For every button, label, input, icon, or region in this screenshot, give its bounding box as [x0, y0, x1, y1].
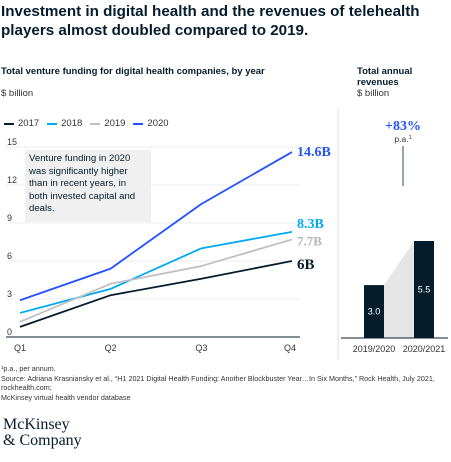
growth-note-superscript: 1: [409, 135, 412, 141]
x-tick-label: Q4: [284, 343, 296, 353]
legend-label-2018: 2018: [61, 118, 82, 129]
bar-chart-unit: $ billion: [357, 88, 389, 99]
footnote-line-1: ¹p.a., per annum.: [1, 364, 446, 374]
end-label-2020: 14.6B: [297, 145, 331, 160]
bar-category-label: 2019/2020: [353, 344, 396, 354]
headline: Investment in digital health and the rev…: [1, 2, 441, 40]
y-tick-label: 9: [7, 213, 12, 223]
growth-band: [384, 241, 414, 338]
legend-item-2019: 2019: [90, 118, 125, 129]
legend-swatch-2017: [4, 123, 14, 125]
chart-annotation: Venture funding in 2020 was significantl…: [25, 150, 151, 222]
logo-line-2: & Company: [3, 433, 82, 449]
logo-line-1: McKinsey: [3, 417, 82, 433]
y-tick-label: 12: [7, 175, 17, 185]
bar-chart: 3.0 2019/2020 5.5 2020/2021 +83%p.a.1: [336, 108, 451, 360]
legend-item-2020: 2020: [133, 118, 168, 129]
line-chart-title: Total venture funding for digital health…: [1, 66, 265, 77]
legend-swatch-2019: [90, 123, 100, 125]
end-label-2017: 6B: [297, 257, 315, 273]
footnote-source: Source: Adriana Krasniansky et al., “H1 …: [1, 374, 446, 393]
x-tick-label: Q2: [105, 343, 117, 353]
line-series-2017: [20, 261, 292, 327]
y-tick-label: 0: [7, 327, 12, 337]
bar-value-label: 3.0: [368, 307, 381, 317]
legend-swatch-2018: [47, 123, 57, 125]
line-series-2018: [20, 232, 292, 313]
y-tick-label: 15: [7, 137, 17, 147]
y-tick-label: 3: [7, 289, 12, 299]
x-tick-label: Q1: [14, 343, 26, 353]
footnote-source-2: McKinsey virtual health vendor database: [1, 393, 446, 403]
legend-item-2017: 2017: [4, 118, 39, 129]
y-tick-label: 6: [7, 251, 12, 261]
x-tick-label: Q3: [195, 343, 207, 353]
growth-note: p.a.1: [394, 134, 411, 144]
bar-value-label: 5.5: [418, 285, 431, 295]
mckinsey-logo: McKinsey & Company: [3, 417, 82, 449]
bar-category-label: 2020/2021: [403, 344, 446, 354]
end-label-2019: 7.7B: [297, 233, 322, 248]
legend-item-2018: 2018: [47, 118, 82, 129]
footnote: ¹p.a., per annum. Source: Adriana Krasni…: [1, 364, 446, 402]
bar-chart-title: Total annual revenues: [357, 66, 451, 88]
legend-swatch-2020: [133, 123, 143, 125]
line-chart-unit: $ billion: [1, 88, 33, 99]
legend-label-2019: 2019: [104, 118, 125, 129]
legend-label-2017: 2017: [18, 118, 39, 129]
growth-label: +83%: [385, 119, 421, 134]
legend-label-2020: 2020: [147, 118, 168, 129]
legend: 2017 2018 2019 2020: [4, 118, 169, 129]
line-series-2019: [20, 239, 292, 321]
end-label-2018: 8.3B: [297, 217, 324, 232]
